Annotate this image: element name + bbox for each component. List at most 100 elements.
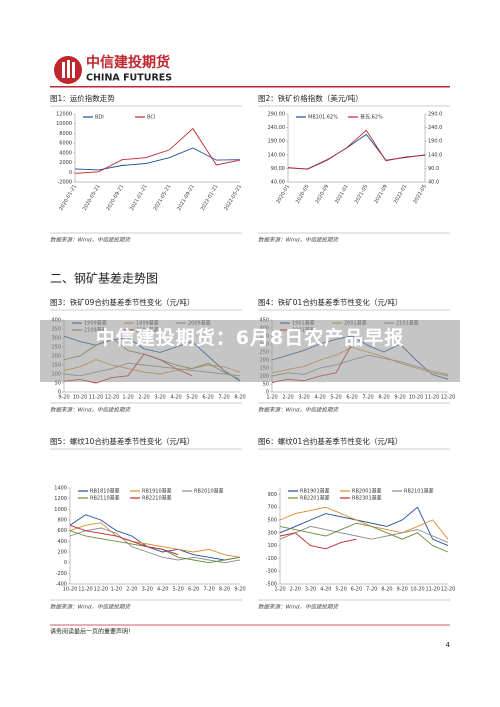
- logo-mark: [67, 60, 70, 78]
- figure-title: 图2：铁矿价格指数（美元/吨）: [258, 93, 363, 103]
- x-tick-label: 9-20: [397, 587, 408, 593]
- x-tick-label: 10-20: [63, 587, 78, 593]
- y-tick-label: 140.00: [268, 152, 286, 158]
- x-tick-label: 8-20: [219, 587, 230, 593]
- legend-label: 普氏.62%: [360, 114, 383, 121]
- x-tick-label: 8-20: [381, 587, 392, 593]
- y-tick-label: 50: [263, 382, 269, 388]
- y-tick-label: 900: [267, 492, 277, 498]
- logo-cn: 中信建投期货: [86, 54, 170, 71]
- x-tick-label: 2020-01: [275, 184, 291, 205]
- x-tick-label: 2-20: [290, 587, 301, 593]
- x-tick-label: 3-20: [154, 395, 165, 401]
- x-tick-label: 5-20: [173, 587, 184, 593]
- legend-label: RB2210基差: [142, 495, 172, 502]
- x-tick-label: 2021-09-21: [176, 184, 196, 212]
- x-tick-label: 3-20: [298, 395, 309, 401]
- overlay-title: 中信建投期货：6月8日农产品早报: [95, 327, 405, 349]
- y2-tick-label: 290.0: [428, 112, 442, 118]
- x-tick-label: 8-20: [234, 395, 245, 401]
- y-tick-label: -2000: [57, 180, 72, 186]
- x-tick-label: 11-20: [78, 587, 93, 593]
- x-tick-label: 10-20: [73, 395, 88, 401]
- legend-label: RB2010基差: [194, 488, 224, 495]
- x-tick-label: 4-20: [314, 395, 325, 401]
- x-tick-label: 3-20: [142, 587, 153, 593]
- figure-title: 图6：螺纹01合约基差季节性变化（元/吨）: [258, 436, 402, 446]
- logo-mark: [72, 62, 75, 78]
- x-tick-label: 12-20: [441, 587, 456, 593]
- y2-tick-label: 140.0: [428, 152, 442, 158]
- x-tick-label: 9-20: [58, 395, 69, 401]
- x-tick-label: 1-20: [266, 395, 277, 401]
- series-line: [279, 532, 357, 550]
- figure-source: 数据来源：Wind，中信建投期货: [258, 237, 339, 244]
- x-tick-label: 7-20: [203, 587, 214, 593]
- figure-source: 数据来源：Wind，中信建投期货: [50, 407, 131, 414]
- x-tick-label: 12-20: [441, 395, 456, 401]
- y-tick-label: 190.00: [268, 139, 286, 145]
- y-tick-label: 1400: [54, 486, 67, 492]
- x-tick-label: 6-20: [202, 395, 213, 401]
- figure-source: 数据来源：Wind，中信建投期货: [50, 604, 131, 611]
- series-line: [69, 514, 241, 561]
- y-tick-label: 290.00: [268, 112, 286, 118]
- y2-tick-label: 240.0: [428, 125, 442, 131]
- y2-tick-label: 90.0: [428, 166, 439, 172]
- overlay-banner: [40, 320, 460, 382]
- header-rule: [50, 86, 450, 88]
- y-tick-label: 12000: [56, 112, 72, 118]
- figure-source: 数据来源：Wind，中信建投期货: [50, 237, 131, 244]
- x-tick-label: 11-20: [425, 587, 440, 593]
- y-tick-label: -500: [266, 582, 277, 588]
- series-line: [279, 506, 449, 547]
- y-tick-label: 700: [267, 505, 277, 511]
- legend-label: BCI: [147, 115, 155, 121]
- series-line: [279, 522, 449, 553]
- y2-tick-label: 190.0: [428, 139, 442, 145]
- x-tick-label: 6-20: [346, 395, 357, 401]
- legend-label: MB101.62%: [308, 115, 338, 121]
- x-tick-label: 9-20: [234, 587, 245, 593]
- x-tick-label: 10-20: [410, 587, 425, 593]
- x-tick-label: 7-20: [218, 395, 229, 401]
- legend-label: RB2110基差: [90, 495, 120, 502]
- x-tick-label: 2022-01: [393, 184, 409, 205]
- x-tick-label: 10-20: [409, 395, 424, 401]
- series-line: [69, 527, 241, 564]
- y-tick-label: 240.00: [268, 125, 286, 131]
- logo: 中信建投期货 CHINA FUTURES: [54, 54, 172, 84]
- x-tick-label: 11-20: [425, 395, 440, 401]
- figure-title: 图4：铁矿01合约基差季节性变化（元/吨）: [258, 297, 402, 307]
- legend-label: RB1910基差: [142, 488, 172, 495]
- section-heading: 二、钢矿基差走势图: [50, 272, 158, 286]
- series-line: [69, 524, 179, 556]
- legend-label: RB1901基差: [300, 488, 330, 495]
- x-tick-label: 5-20: [330, 395, 341, 401]
- y-tick-label: 2000: [59, 160, 72, 166]
- series-line: [74, 147, 241, 171]
- x-tick-label: 2-20: [282, 395, 293, 401]
- figure-title: 图5：螺纹10合约基差季节性变化（元/吨）: [50, 436, 194, 446]
- y-tick-label: -400: [56, 582, 67, 588]
- legend-label: RB1810基差: [90, 488, 120, 495]
- y-tick-label: -300: [266, 569, 277, 575]
- x-tick-label: 8-20: [378, 395, 389, 401]
- series-line: [69, 522, 241, 558]
- legend-label: RB2301基差: [352, 495, 382, 502]
- y-tick-label: 800: [57, 518, 67, 524]
- y-tick-label: 1000: [54, 507, 67, 513]
- x-tick-label: 9-20: [394, 395, 405, 401]
- legend-label: RB2101基差: [404, 488, 434, 495]
- y-tick-label: 500: [267, 518, 277, 524]
- y-tick-label: 100: [267, 543, 277, 549]
- y-tick-label: 8000: [59, 131, 72, 137]
- x-tick-label: 2021-01: [334, 184, 350, 205]
- x-tick-label: 2-20: [138, 395, 149, 401]
- legend-label: RB2001基差: [352, 488, 382, 495]
- x-tick-label: 3-20: [305, 587, 316, 593]
- page-number: 4: [446, 641, 451, 649]
- figure-title-bar: [50, 92, 242, 106]
